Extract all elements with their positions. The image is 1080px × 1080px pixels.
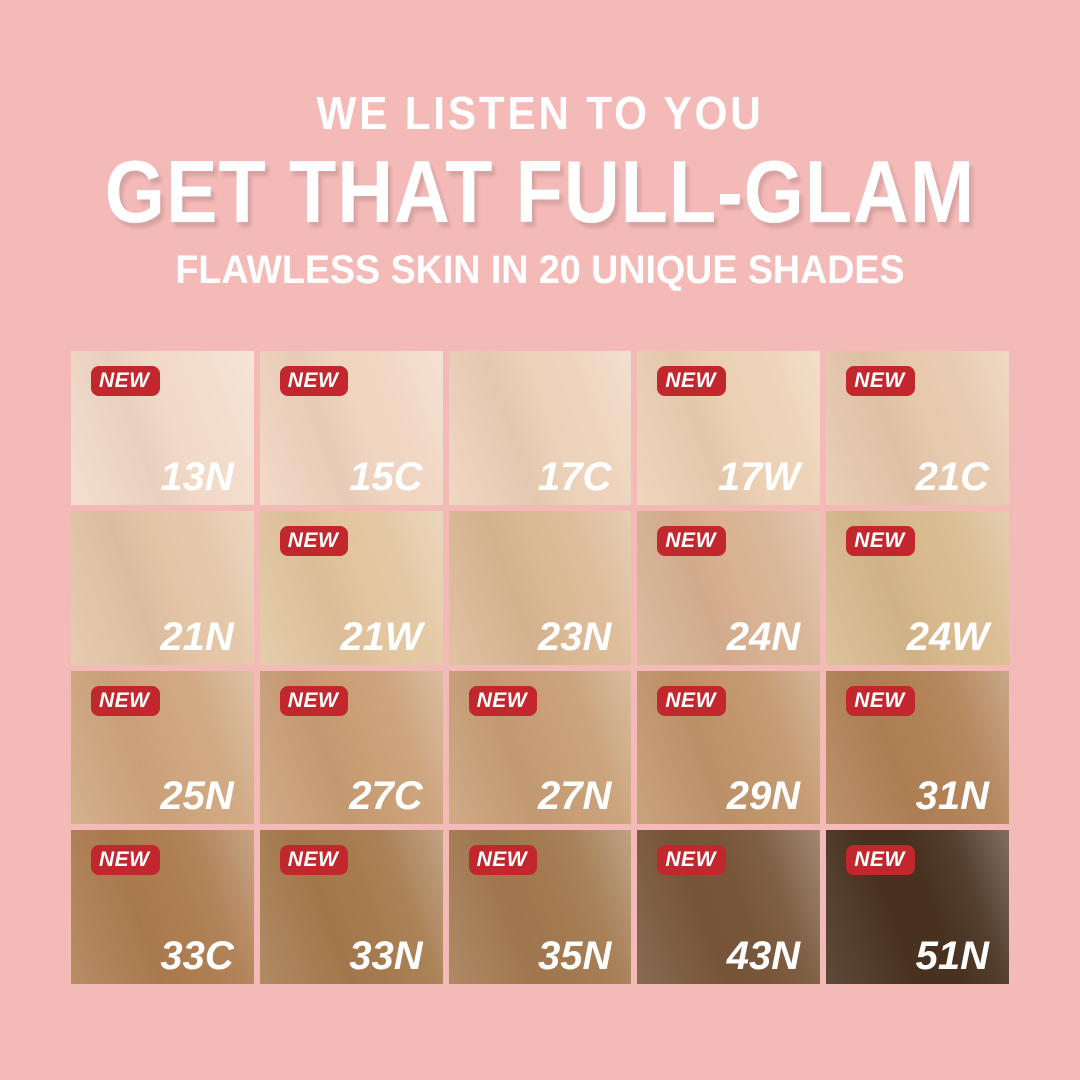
shade-swatch: NEW 15C [259, 351, 443, 505]
shade-label: 15C [349, 454, 423, 499]
new-badge: NEW [279, 525, 349, 556]
shade-swatch: NEW 25N [71, 670, 254, 825]
shade-label: 21N [160, 614, 234, 659]
shade-label: 43N [726, 934, 801, 978]
shade-label: 13N [160, 454, 234, 499]
new-badge: NEW [91, 366, 160, 396]
shade-swatch: NEW 17C [448, 351, 632, 505]
shade-label: 33N [349, 934, 423, 978]
new-badge: NEW [279, 685, 349, 716]
headline-sub: FLAWLESS SKIN IN 20 UNIQUE SHADES [175, 248, 905, 292]
shade-label: 21W [340, 614, 423, 659]
new-badge: NEW [657, 685, 726, 716]
shade-label: 51N [915, 934, 989, 978]
shade-swatch: NEW 43N [637, 830, 821, 984]
new-badge: NEW [846, 685, 915, 716]
shade-swatch: NEW 21N [71, 510, 254, 665]
shade-label: 24W [906, 614, 989, 659]
shade-swatch: NEW 24N [637, 510, 821, 665]
shade-swatch: NEW 27N [448, 670, 632, 825]
shade-grid: NEW 13N NEW 15C NEW 17C NEW 17W NEW 21C … [71, 351, 1009, 984]
shade-swatch: NEW 21C [826, 351, 1009, 505]
new-badge: NEW [846, 525, 915, 556]
shade-label: 25N [160, 774, 234, 819]
shade-swatch: NEW 33N [259, 830, 443, 984]
shade-swatch: NEW 27C [259, 670, 443, 825]
shade-swatch: NEW 33C [71, 830, 254, 984]
shade-swatch: NEW 17W [637, 351, 821, 505]
new-badge: NEW [657, 366, 726, 396]
shade-swatch: NEW 51N [826, 830, 1009, 984]
shade-swatch: NEW 13N [71, 351, 254, 505]
shade-swatch: NEW 21W [259, 510, 443, 665]
shade-label: 17W [717, 454, 801, 499]
headline-small: WE LISTEN TO YOU [316, 87, 764, 139]
headline-main: GET THAT FULL-GLAM [104, 142, 976, 241]
new-badge: NEW [91, 685, 160, 716]
new-badge: NEW [279, 845, 349, 876]
shade-label: 33C [160, 934, 234, 978]
shade-label: 21C [915, 454, 989, 499]
new-badge: NEW [279, 366, 349, 396]
shade-label: 35N [538, 934, 612, 978]
shade-label: 23N [538, 614, 612, 659]
new-badge: NEW [91, 845, 160, 876]
shade-label: 31N [915, 774, 989, 819]
new-badge: NEW [468, 685, 538, 716]
shade-swatch: NEW 31N [826, 670, 1009, 825]
shade-swatch: NEW 24W [826, 510, 1009, 665]
shade-label: 24N [726, 614, 801, 659]
new-badge: NEW [657, 845, 726, 876]
shade-label: 17C [538, 454, 612, 499]
new-badge: NEW [657, 525, 726, 556]
shade-label: 27N [538, 774, 612, 819]
shade-swatch: NEW 23N [448, 510, 632, 665]
new-badge: NEW [468, 845, 538, 876]
new-badge: NEW [846, 845, 915, 876]
shade-label: 27C [349, 774, 423, 819]
shade-label: 29N [726, 774, 801, 819]
shade-swatch: NEW 35N [448, 830, 632, 984]
new-badge: NEW [846, 366, 915, 396]
shade-swatch: NEW 29N [637, 670, 821, 825]
